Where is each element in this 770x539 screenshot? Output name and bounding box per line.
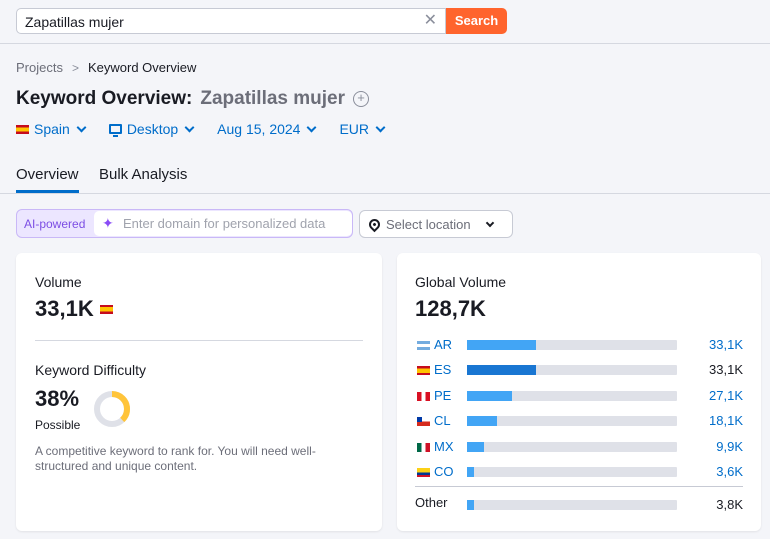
- desktop-icon: [108, 124, 122, 137]
- device-filter[interactable]: Desktop: [108, 121, 195, 137]
- ai-input-wrapper: ✦: [94, 211, 352, 236]
- global-volume-label: Global Volume: [415, 274, 507, 290]
- currency-filter[interactable]: EUR: [339, 121, 386, 137]
- filters-row: Spain Desktop Aug 15, 2024 EUR: [16, 121, 408, 137]
- location-select-label: Select location: [386, 216, 471, 232]
- volume-bar: [467, 500, 677, 510]
- page-title: Keyword Overview: Zapatillas mujer +: [16, 88, 370, 110]
- sparkle-icon: ✦: [102, 215, 114, 231]
- divider: [415, 486, 743, 487]
- country-row: PE 27,1K: [415, 386, 743, 411]
- chevron-down-icon: [184, 122, 195, 132]
- tab-bulk-analysis[interactable]: Bulk Analysis: [99, 166, 188, 183]
- volume-label: Volume: [35, 274, 82, 290]
- volume-bar: [467, 365, 677, 376]
- volume-bar: [467, 466, 677, 477]
- volume-bar-fill: [467, 365, 537, 376]
- tab-overview[interactable]: Overview: [16, 166, 79, 193]
- kd-value: 38%: [35, 386, 80, 411]
- global-volume-card: Global Volume 128,7K AR 33,1K ES 33,1K P…: [397, 253, 761, 531]
- breadcrumb: Projects > Keyword Overview: [16, 60, 196, 75]
- colombia-flag-icon: [417, 467, 430, 477]
- country-volume-value[interactable]: 27,1K: [709, 387, 743, 403]
- divider: [35, 340, 363, 341]
- chevron-down-icon: [307, 122, 317, 132]
- volume-bar-fill: [467, 390, 513, 401]
- domain-input[interactable]: [123, 215, 349, 232]
- breadcrumb-projects[interactable]: Projects: [16, 60, 63, 75]
- country-filter[interactable]: Spain: [16, 121, 87, 137]
- page-title-keyword: Zapatillas mujer: [200, 88, 346, 109]
- country-volume-value[interactable]: 3,6K: [716, 463, 743, 479]
- device-filter-label: Desktop: [126, 121, 179, 137]
- other-row: Other 3,8K: [415, 495, 743, 515]
- volume-bar: [467, 340, 677, 350]
- date-filter[interactable]: Aug 15, 2024: [217, 121, 317, 137]
- chevron-right-icon: >: [71, 60, 79, 75]
- volume-kd-card: Volume 33,1K Keyword Difficulty 38% Poss…: [16, 253, 382, 531]
- country-row: ES 33,1K: [415, 360, 743, 385]
- argentina-flag-icon: [417, 341, 430, 350]
- chevron-down-icon: [485, 218, 494, 227]
- country-code[interactable]: AR: [434, 337, 453, 352]
- search-button[interactable]: Search: [446, 8, 507, 34]
- other-volume-value: 3,8K: [716, 497, 743, 512]
- chevron-down-icon: [375, 122, 386, 132]
- spain-flag-icon: [16, 124, 29, 134]
- kd-donut-arc: [94, 391, 130, 427]
- country-volume-value[interactable]: 9,9K: [716, 438, 743, 454]
- volume-bar-fill: [467, 340, 537, 350]
- date-filter-label: Aug 15, 2024: [217, 121, 301, 137]
- country-row: AR 33,1K: [415, 335, 743, 360]
- add-circle-icon[interactable]: +: [353, 91, 370, 107]
- spain-flag-icon: [417, 366, 430, 376]
- volume-bar: [467, 390, 677, 401]
- tab-bar: Overview Bulk Analysis: [0, 160, 770, 194]
- breadcrumb-current: Keyword Overview: [87, 60, 197, 75]
- volume-bar: [467, 416, 677, 427]
- location-pin-icon: [366, 216, 383, 232]
- chevron-down-icon: [76, 122, 87, 132]
- country-row: MX 9,9K: [415, 437, 743, 462]
- country-code[interactable]: CO: [434, 463, 454, 479]
- volume-value-row: 33,1K: [35, 296, 113, 322]
- kd-difficulty-text: Possible: [35, 418, 81, 432]
- spain-flag-icon: [99, 304, 113, 314]
- page-title-prefix: Keyword Overview:: [16, 88, 193, 109]
- country-code[interactable]: MX: [434, 438, 454, 454]
- country-row: CL 18,1K: [415, 411, 743, 436]
- search-input[interactable]: [25, 13, 415, 30]
- country-volume-value: 33,1K: [709, 362, 743, 378]
- country-code[interactable]: ES: [434, 362, 452, 378]
- country-volume-value[interactable]: 18,1K: [709, 413, 743, 429]
- kd-label: Keyword Difficulty: [35, 362, 147, 378]
- volume-bar-fill: [467, 416, 498, 427]
- global-volume-value: 128,7K: [415, 296, 486, 321]
- country-code[interactable]: PE: [434, 387, 452, 403]
- country-filter-label: Spain: [34, 121, 70, 137]
- chile-flag-icon: [417, 417, 430, 427]
- volume-bar-fill: [467, 466, 475, 477]
- country-volume-value[interactable]: 33,1K: [709, 337, 743, 352]
- country-volume-list: AR 33,1K ES 33,1K PE 27,1K CL 18,1K MX 9…: [415, 335, 743, 487]
- search-box: ✕: [16, 8, 446, 34]
- volume-bar: [467, 441, 677, 452]
- country-row: CO 3,6K: [415, 462, 743, 487]
- top-bar: ✕ Search: [0, 0, 770, 44]
- ai-domain-field: AI-powered ✦: [16, 209, 353, 238]
- volume-bar-fill: [467, 500, 475, 510]
- kd-description: A competitive keyword to rank for. You w…: [35, 444, 316, 473]
- ai-powered-badge: AI-powered: [24, 217, 86, 231]
- close-icon[interactable]: ✕: [423, 12, 437, 29]
- location-select[interactable]: Select location: [359, 210, 513, 238]
- volume-bar-fill: [467, 441, 484, 452]
- peru-flag-icon: [417, 391, 430, 401]
- kd-donut-chart: [94, 391, 130, 427]
- volume-value: 33,1K: [35, 296, 94, 321]
- currency-filter-label: EUR: [339, 121, 370, 137]
- other-label: Other: [415, 495, 448, 510]
- country-code[interactable]: CL: [434, 413, 451, 429]
- mexico-flag-icon: [417, 442, 430, 452]
